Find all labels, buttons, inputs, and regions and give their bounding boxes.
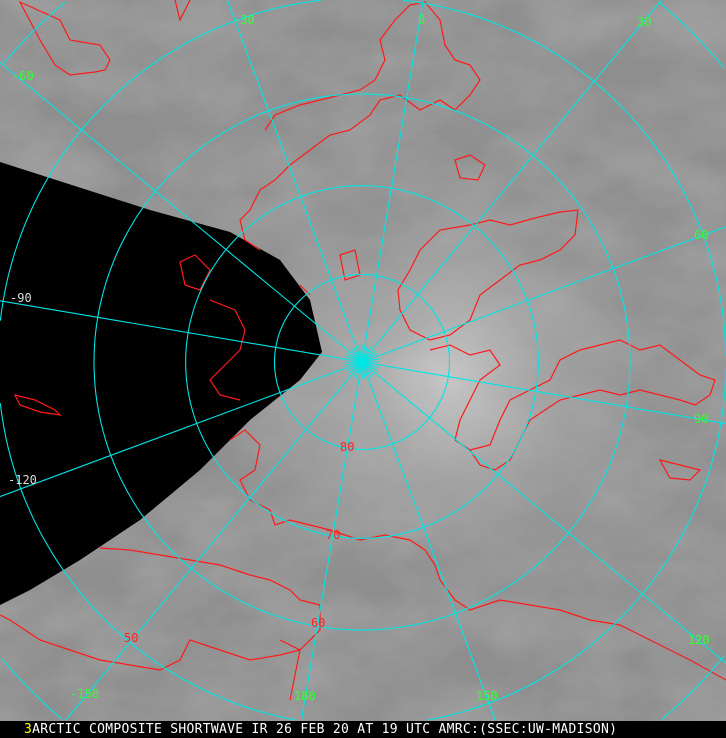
lon-label-90: 90 bbox=[694, 412, 708, 426]
meridian-line bbox=[65, 375, 352, 721]
latitude-circle bbox=[185, 185, 539, 539]
lon-label-180: 180 bbox=[294, 689, 316, 703]
latitude-circle bbox=[0, 0, 726, 721]
sea-ice bbox=[160, 150, 680, 610]
meridian-line bbox=[300, 379, 360, 721]
grid-labels: -30 0 30 60 90 120 150 180 -150 -120 -90… bbox=[8, 13, 710, 703]
lon-label-0: 0 bbox=[418, 13, 425, 27]
latitude-circle bbox=[273, 273, 451, 451]
lon-label--30: -30 bbox=[233, 13, 255, 27]
no-data-region bbox=[0, 162, 322, 605]
lon-label-120: 120 bbox=[688, 633, 710, 647]
lat-lon-grid bbox=[0, 0, 726, 721]
meridian-line bbox=[367, 378, 496, 721]
latitude-circle bbox=[1, 1, 725, 720]
lat-label-60: 60 bbox=[311, 616, 325, 630]
meridian-line bbox=[0, 300, 345, 360]
lon-label--60: -60 bbox=[12, 69, 34, 83]
meridian-line bbox=[375, 372, 726, 664]
lon-label--150: -150 bbox=[70, 687, 99, 701]
meridian-line bbox=[226, 0, 357, 346]
meridian-line bbox=[364, 0, 424, 345]
meridian-line bbox=[0, 62, 349, 352]
meridian-line bbox=[0, 367, 346, 498]
frame-number: 3 bbox=[24, 722, 33, 737]
lon-label--120: -120 bbox=[8, 473, 37, 487]
lat-label-50: 50 bbox=[124, 631, 138, 645]
lon-label-60: 60 bbox=[694, 228, 708, 242]
lat-label-80: 80 bbox=[340, 440, 354, 454]
meridian-line bbox=[379, 364, 726, 425]
meridian-line bbox=[372, 0, 662, 349]
caption-bar: 3ARCTIC COMPOSITE SHORTWAVE IR 26 FEB 20… bbox=[0, 721, 726, 738]
meridian-line bbox=[378, 226, 726, 357]
coastlines bbox=[0, 0, 726, 701]
latitude-circle bbox=[93, 93, 631, 631]
caption-text: ARCTIC COMPOSITE SHORTWAVE IR 26 FEB 20 … bbox=[32, 722, 618, 737]
lon-label-30: 30 bbox=[637, 15, 651, 29]
lon-label--90: -90 bbox=[10, 291, 32, 305]
lat-label-70: 70 bbox=[326, 528, 340, 542]
lon-label-150: 150 bbox=[476, 689, 498, 703]
